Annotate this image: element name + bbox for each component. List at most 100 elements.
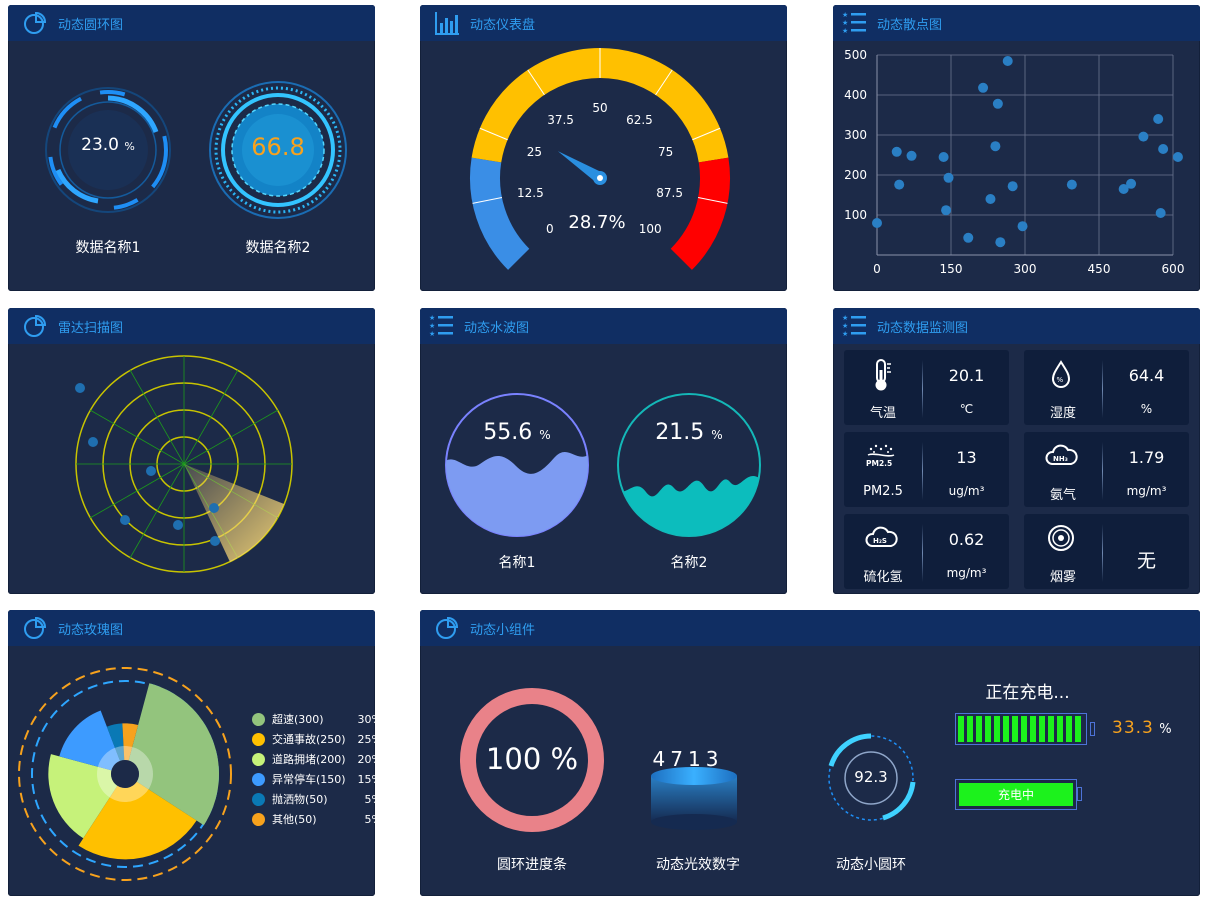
scatter-point [1172,152,1183,162]
battery-segment [1066,716,1072,742]
rose-legend-item[interactable]: 异常停车(150) 15% [252,771,375,787]
ring-2-value: 66.8 [251,133,305,161]
monitor-cell-smoke: 烟雾 无 [1024,514,1189,589]
bar-chart-icon [435,12,459,35]
monitor-unit: % [1140,402,1153,416]
mini-ring [828,733,916,821]
water-panel-title: 动态水波图 [464,320,530,336]
legend-label: 道路拥堵(200) [272,753,346,766]
monitor-value: 64.4 [1128,366,1165,385]
scatter-point [943,172,954,183]
battery-segment [1039,716,1045,742]
gauge-tick-label: 12.5 [517,186,544,200]
mini-ring-value: 92.3 [854,768,888,786]
gauge-needle [557,151,604,184]
monitor-panel-title: 动态数据监测图 [877,320,969,336]
legend-swatch [252,712,265,726]
glow-cylinder [651,767,737,830]
legend-label: 交通事故(250) [272,733,346,746]
battery-segment [1075,716,1081,742]
scatter-x-tick: 300 [1014,262,1037,276]
scatter-point [1007,181,1018,192]
monitor-cell-humidity: % 湿度 64.4 % [1024,350,1189,425]
glow-number-label: 动态光效数字 [656,857,740,873]
scatter-y-tick: 300 [844,128,867,142]
smoke-icon [1048,525,1074,551]
gauge-tick-label: 62.5 [626,113,653,127]
charge-status-button[interactable]: 充电中 [959,783,1073,806]
glow-number: 4713 [652,747,724,771]
charging-title: 正在充电... [985,683,1070,703]
monitor-value: 13 [956,448,977,467]
rose-legend-item[interactable]: 交通事故(250) 25% [252,731,375,747]
monitor-value: 无 [1136,550,1156,572]
mini-ring-label: 动态小圆环 [836,857,906,873]
rose-slice [78,781,197,860]
scatter-y-tick: 100 [844,208,867,222]
ring-chart-panel: 动态圆环图 23.0 % 数据名称1 66.8 数据名称2 [8,5,375,291]
rose-slice [106,723,125,761]
humidity-icon: % [1051,360,1071,388]
scatter-point [1002,56,1013,66]
water-1-label: 名称1 [498,555,536,571]
nh3-cloud-icon: NH₃ [1045,444,1078,465]
rose-slice [48,754,118,839]
monitor-value: 1.79 [1128,448,1165,467]
water-1-value: 55.6 % [483,420,551,445]
monitor-cell-h2s: H₂S 硫化氢 0.62 mg/m³ [844,514,1009,589]
scatter-panel-header: ★ ★ ★ 动态散点图 [833,5,1200,41]
rose-legend-item[interactable]: 超速(300) 30% [252,711,375,727]
pm25-icon: PM2.5 [866,444,895,468]
rose-legend-item[interactable]: 其他(50) 5% [252,811,375,827]
legend-label: 其他(50) [272,813,317,826]
gauge-tick-label: 100 [639,222,662,236]
gauge-band [470,157,530,270]
rose-panel-title: 动态玫瑰图 [58,622,124,638]
scatter-point [992,98,1003,109]
star-list-icon: ★ ★ ★ [429,314,453,338]
radar-scan-chart [75,355,293,573]
legend-percent: 20% [357,752,375,766]
legend-swatch [252,732,265,746]
legend-swatch [252,812,265,826]
scatter-x-tick: 150 [940,262,963,276]
scatter-panel-title: 动态散点图 [877,17,943,33]
battery-segment [967,716,973,742]
gauge-tick-label: 87.5 [656,186,683,200]
battery-level [955,713,1087,745]
gauge-tick [472,197,503,204]
ring-panel-title: 动态圆环图 [58,17,124,33]
monitor-name: 氨气 [1049,488,1076,503]
charge-status-cap [1077,787,1082,801]
battery-segment [1057,716,1063,742]
monitor-name: 气温 [869,406,896,421]
scatter-point [938,152,949,162]
svg-text:★: ★ [429,322,435,330]
battery-cap [1090,722,1095,736]
legend-percent: 15% [357,772,375,786]
water-wave-1 [445,393,589,537]
rose-panel: 动态玫瑰图 超速(300) 30% 交通事故(250) 25% 道路拥堵(200) 20%… [8,610,375,896]
scatter-x-tick: 0 [873,262,881,276]
gauge-tick [697,197,728,204]
water-panel-header: ★ ★ ★ 动态水波图 [420,308,787,344]
monitor-name: 湿度 [1049,406,1076,421]
rose-legend-item[interactable]: 抛洒物(50) 5% [252,791,375,807]
monitor-unit: ℃ [959,402,974,416]
radar-blips [75,383,220,546]
rose-slice [59,710,120,771]
monitor-cell-temperature: 气温 20.1 ℃ [844,350,1009,425]
ring-panel-header: 动态圆环图 [8,5,375,41]
water-2-value: 21.5 % [655,420,723,445]
rose-outer-ring [18,667,232,881]
gauge-value: 28.7% [568,212,626,233]
legend-swatch [252,772,265,786]
scatter-y-tick: 200 [844,168,867,182]
scatter-point [906,150,917,161]
gauge-tick [655,69,673,96]
scatter-point [1155,208,1166,218]
rose-legend-item[interactable]: 道路拥堵(200) 20% [252,751,375,767]
monitor-name: PM2.5 [863,484,903,499]
ring-2-label: 数据名称2 [245,240,311,256]
battery-segment [1012,716,1018,742]
